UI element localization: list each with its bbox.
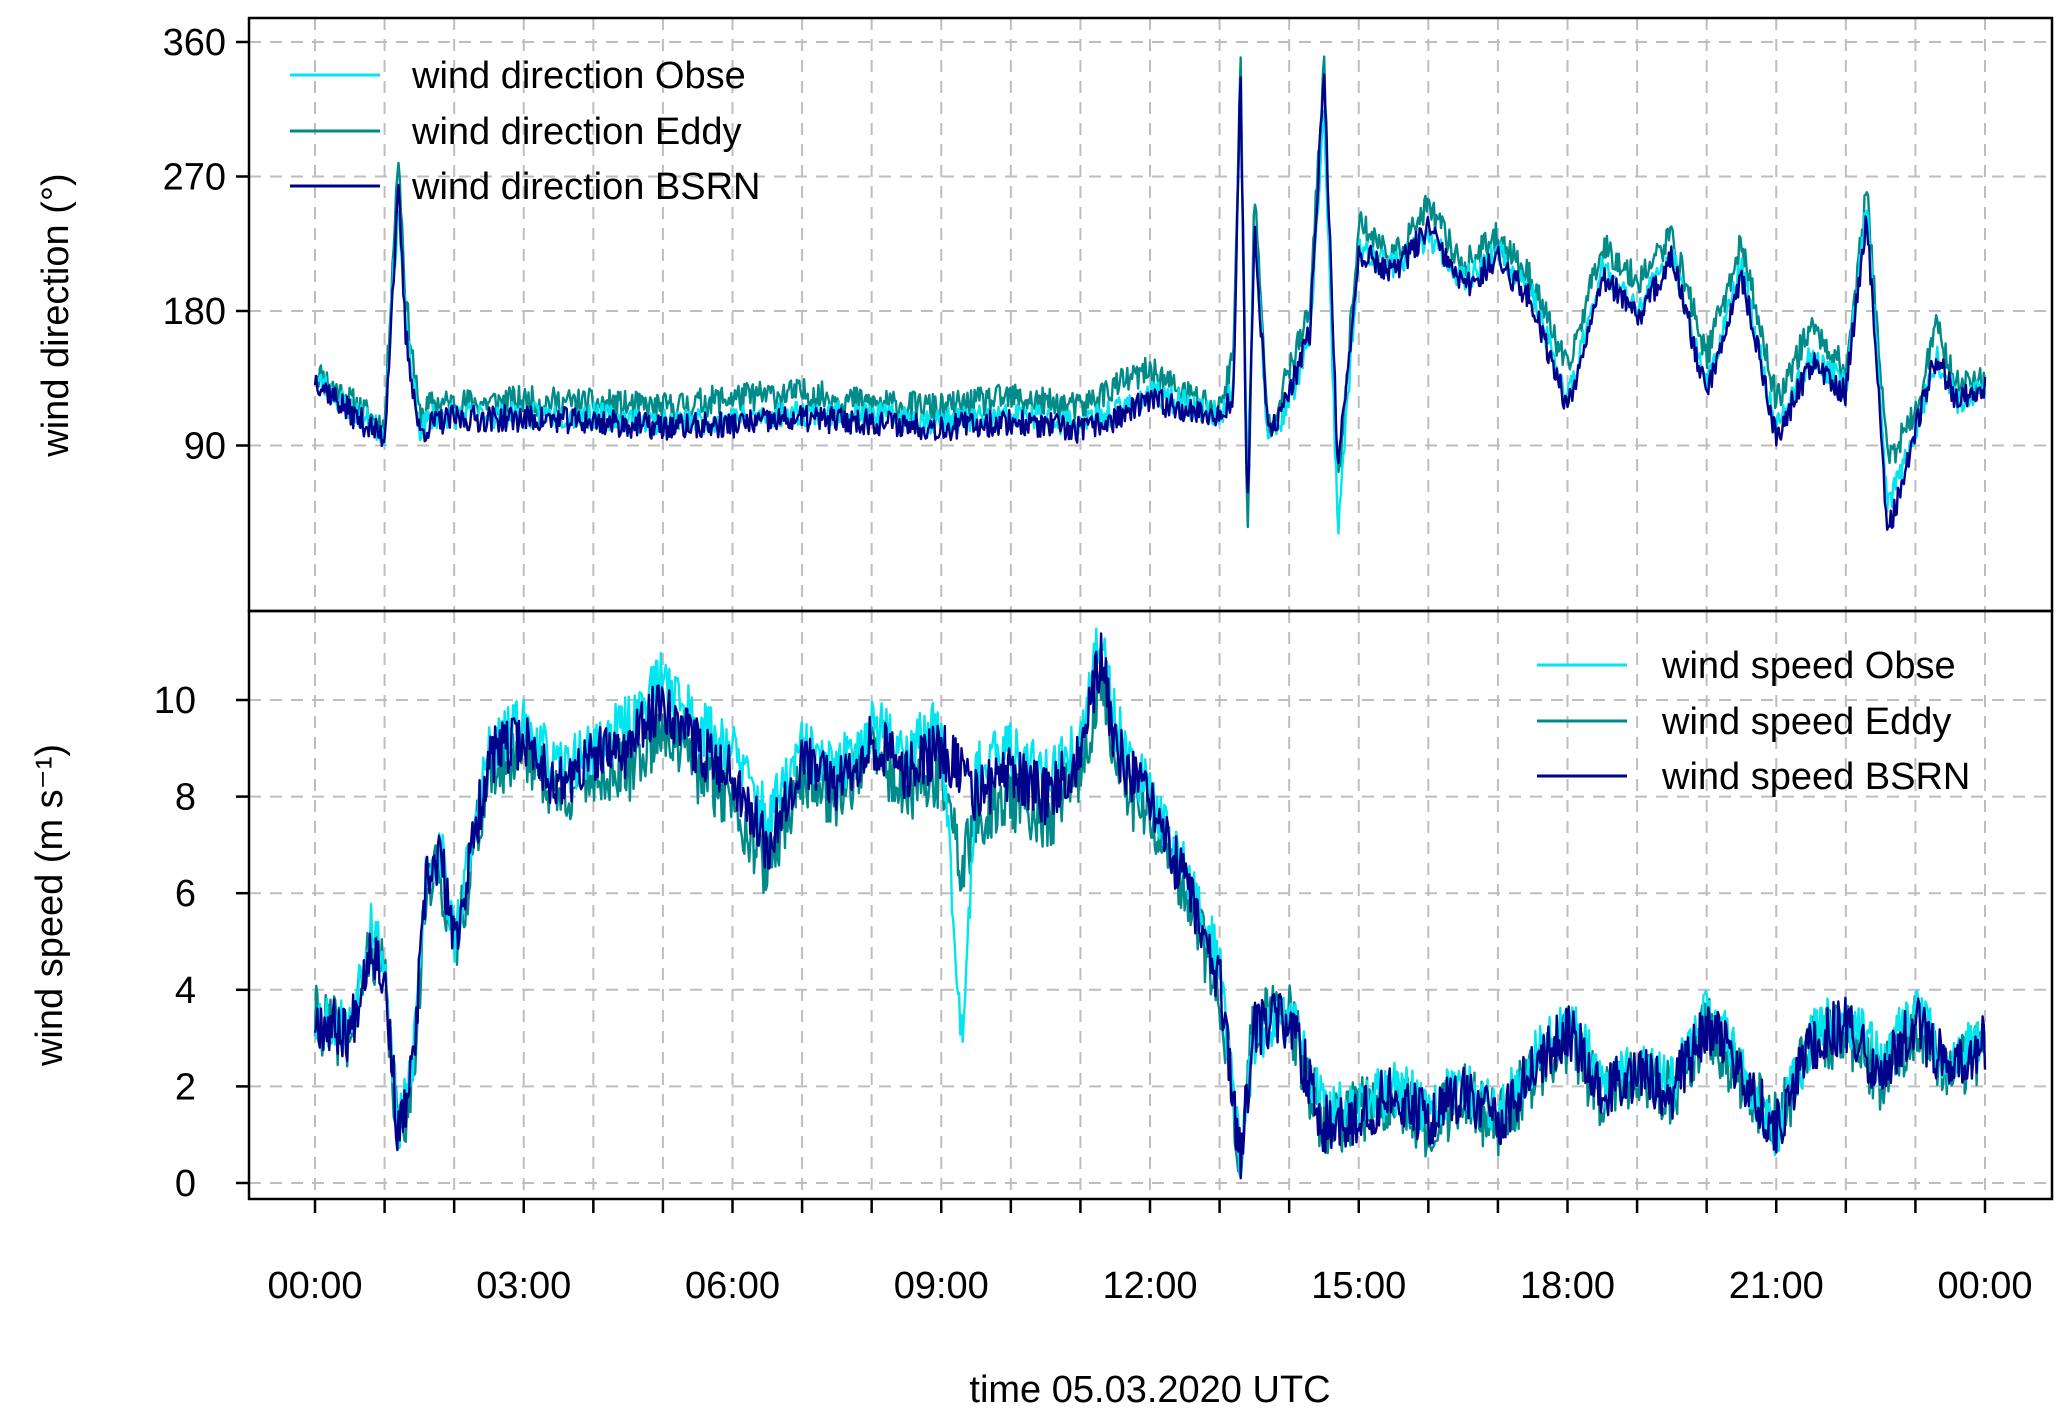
legend-label-speed-eddy: wind speed Eddy: [1661, 701, 1951, 743]
x-tick-label: 03:00: [476, 1265, 571, 1307]
bottom-y-tick-label: 6: [175, 873, 196, 915]
top-y-tick-label: 360: [163, 22, 226, 64]
bottom-y-axis-label: wind speed (m s⁻¹): [29, 744, 71, 1067]
legend-label-speed-bsrn: wind speed BSRN: [1661, 756, 1970, 798]
x-tick-label: 12:00: [1102, 1265, 1197, 1307]
top-panel-series: [313, 55, 1987, 535]
top-panel-grid: [249, 18, 2052, 611]
x-tick-label: 18:00: [1520, 1265, 1615, 1307]
x-tick-label: 15:00: [1311, 1265, 1406, 1307]
legend-label-speed-obse: wind speed Obse: [1661, 645, 1956, 687]
legend-label-direction-eddy: wind direction Eddy: [411, 111, 742, 153]
x-axis: 00:00 03:00 06:00 09:00 12:00 15:00 18:00 21:00…: [267, 1199, 2033, 1307]
top-legend: wind direction Obse wind direction Eddy …: [290, 55, 760, 208]
series-wind-direction-bsrn: [313, 73, 1987, 531]
bottom-y-tick-label: 10: [154, 680, 196, 722]
bottom-y-tick-label: 0: [175, 1163, 196, 1205]
top-y-tick-label: 180: [163, 291, 226, 333]
bottom-panel-series: [313, 627, 1987, 1180]
series-wind-speed-bsrn: [313, 632, 1987, 1180]
legend-label-direction-obse: wind direction Obse: [411, 55, 746, 97]
top-y-axis: 90 180 270 360: [163, 22, 249, 468]
bottom-y-tick-label: 8: [175, 777, 196, 819]
series-wind-speed-obse: [313, 627, 1987, 1176]
bottom-y-tick-label: 4: [175, 970, 196, 1012]
bottom-legend: wind speed Obse wind speed Eddy wind spe…: [1537, 645, 1970, 798]
top-y-tick-label: 270: [163, 157, 226, 199]
bottom-y-tick-label: 2: [175, 1066, 196, 1108]
x-tick-label: 21:00: [1729, 1265, 1824, 1307]
x-axis-label: time 05.03.2020 UTC: [969, 1369, 1330, 1411]
x-tick-label: 00:00: [267, 1265, 362, 1307]
bottom-y-axis: 0 2 4 6 8 10: [154, 680, 249, 1205]
top-y-tick-label: 90: [184, 426, 226, 468]
x-tick-label: 09:00: [894, 1265, 989, 1307]
legend-label-direction-bsrn: wind direction BSRN: [411, 166, 760, 208]
x-tick-label: 00:00: [1937, 1265, 2032, 1307]
top-y-axis-label: wind direction (°): [35, 173, 77, 457]
x-tick-label: 06:00: [685, 1265, 780, 1307]
